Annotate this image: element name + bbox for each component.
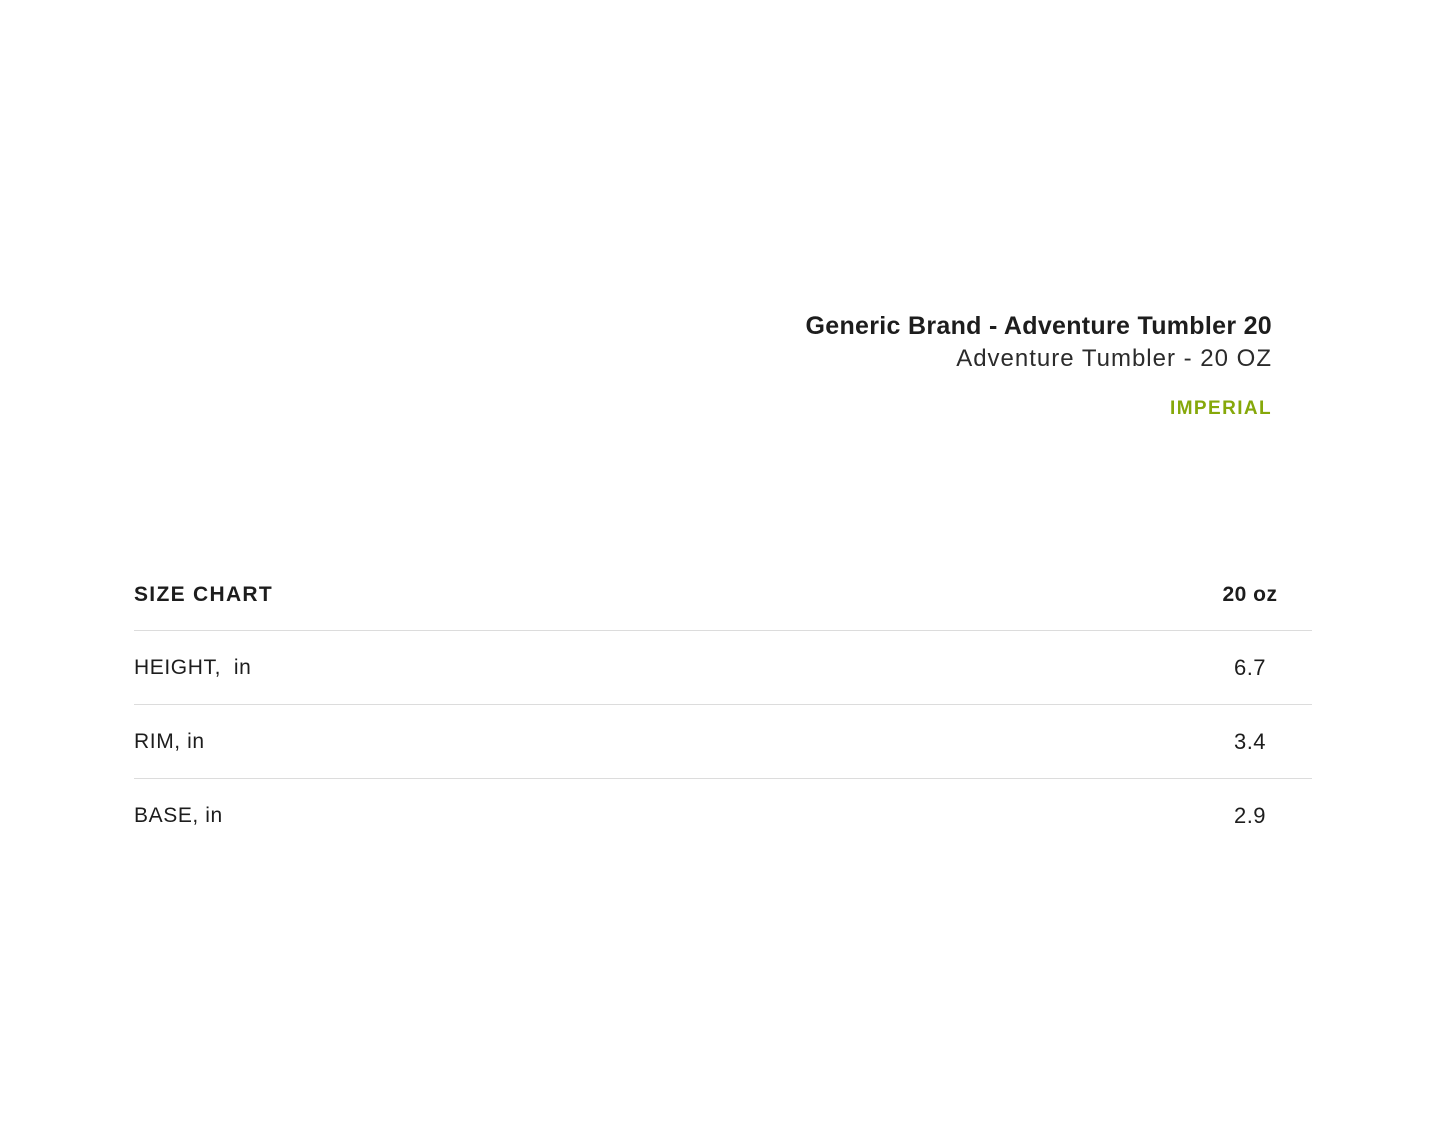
product-title: Generic Brand - Adventure Tumbler 20 (805, 312, 1272, 340)
row-value-height: 6.7 (1233, 654, 1267, 680)
unit-system-label: IMPERIAL (1170, 398, 1272, 419)
table-row: HEIGHT, in 6.7 (134, 630, 1312, 704)
column-header-20oz: 20 oz (1222, 583, 1278, 606)
table-row: BASE, in 2.9 (134, 778, 1312, 852)
row-label-height: HEIGHT, in (134, 655, 252, 679)
product-subtitle: Adventure Tumbler - 20 OZ (956, 345, 1272, 372)
row-value-base: 2.9 (1233, 802, 1267, 828)
size-chart-heading: SIZE CHART (134, 583, 273, 606)
size-chart-header-row: SIZE CHART 20 oz (134, 583, 1312, 630)
row-label-rim: RIM, in (134, 729, 205, 753)
product-header: Generic Brand - Adventure Tumbler 20 Adv… (806, 312, 1272, 420)
row-label-base: BASE, in (134, 803, 223, 827)
row-value-rim: 3.4 (1233, 728, 1267, 754)
table-row: RIM, in 3.4 (134, 704, 1312, 778)
size-chart-table: SIZE CHART 20 oz HEIGHT, in 6.7 RIM, in … (134, 583, 1312, 852)
